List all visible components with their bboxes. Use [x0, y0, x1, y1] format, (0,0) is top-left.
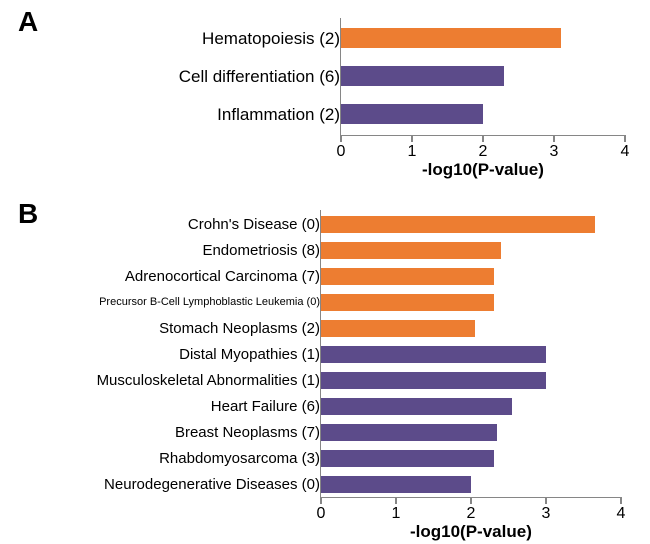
x-tick [340, 135, 342, 142]
row-label: Crohn's Disease (0) [8, 216, 320, 233]
panel-a-chart: Hematopoiesis (2) Cell differentiation (6… [60, 18, 630, 178]
row-label: Neurodegenerative Diseases (0) [8, 476, 320, 493]
row-label: Stomach Neoplasms (2) [8, 320, 320, 337]
bar [321, 398, 512, 415]
row-label: Hematopoiesis (2) [66, 29, 340, 49]
bar [341, 66, 504, 86]
bar [321, 450, 494, 467]
panel-a-plot: 01234 [340, 18, 624, 136]
bar [321, 242, 501, 259]
x-tick-label: 1 [392, 505, 401, 523]
bar [321, 320, 475, 337]
bar [321, 346, 546, 363]
row-label: Distal Myopathies (1) [8, 346, 320, 363]
panel-b-chart: Crohn's Disease (0) Endometriosis (8) Adre… [2, 210, 642, 540]
row-label: Precursor B-Cell Lymphoblastic Leukemia … [8, 296, 320, 308]
row-label: Rhabdomyosarcoma (3) [8, 450, 320, 467]
panel-a-labels: Hematopoiesis (2) Cell differentiation (6… [60, 18, 340, 136]
x-tick [624, 135, 626, 142]
bar [321, 372, 546, 389]
panel-a-axis-label: -log10(P-value) [422, 160, 544, 180]
x-tick-label: 1 [408, 143, 417, 161]
figure: A Hematopoiesis (2) Cell differentiation … [0, 0, 650, 544]
row-label: Musculoskeletal Abnormalities (1) [8, 372, 320, 389]
x-tick-label: 3 [550, 143, 559, 161]
x-tick-label: 0 [337, 143, 346, 161]
x-tick-label: 4 [617, 505, 626, 523]
x-tick-label: 4 [621, 143, 630, 161]
panel-b-labels: Crohn's Disease (0) Endometriosis (8) Adre… [2, 210, 320, 498]
row-label: Cell differentiation (6) [66, 67, 340, 87]
x-tick [411, 135, 413, 142]
bar [321, 294, 494, 311]
x-tick [620, 497, 622, 504]
row-label: Endometriosis (8) [8, 242, 320, 259]
bar [341, 28, 561, 48]
bar [321, 476, 471, 493]
row-label: Breast Neoplasms (7) [8, 424, 320, 441]
x-tick-label: 2 [479, 143, 488, 161]
panel-b-axis-label: -log10(P-value) [410, 522, 532, 542]
row-label: Heart Failure (6) [8, 398, 320, 415]
bar [321, 216, 595, 233]
row-label: Inflammation (2) [66, 105, 340, 125]
x-tick-label: 3 [542, 505, 551, 523]
panel-b-plot: 01234 [320, 210, 620, 498]
x-tick [320, 497, 322, 504]
x-tick [545, 497, 547, 504]
x-tick [470, 497, 472, 504]
bar [321, 424, 497, 441]
x-tick [395, 497, 397, 504]
bar [321, 268, 494, 285]
panel-a-label: A [18, 6, 38, 38]
x-tick-label: 0 [317, 505, 326, 523]
x-tick [553, 135, 555, 142]
bar [341, 104, 483, 124]
x-tick-label: 2 [467, 505, 476, 523]
x-tick [482, 135, 484, 142]
row-label: Adrenocortical Carcinoma (7) [8, 268, 320, 285]
